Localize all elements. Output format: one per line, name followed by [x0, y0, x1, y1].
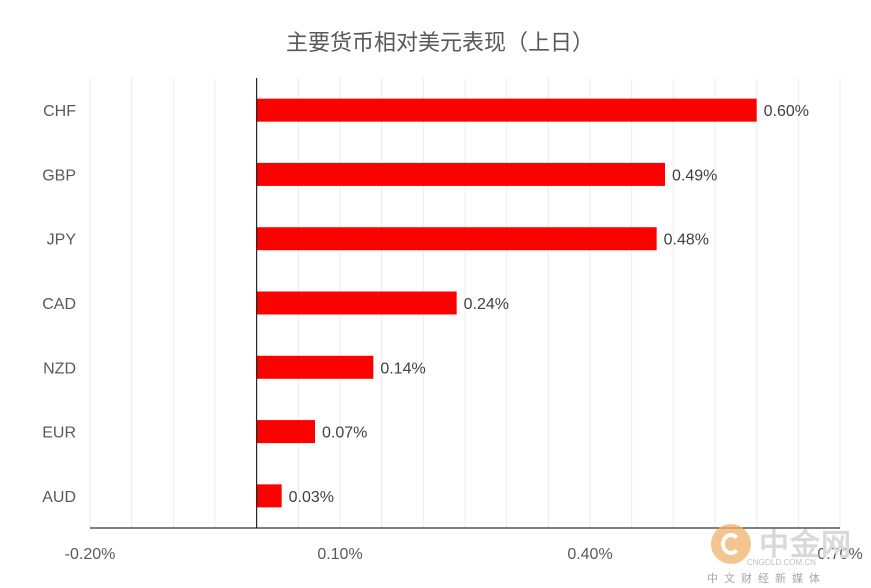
- data-label: 0.48%: [664, 232, 709, 249]
- data-label: 0.60%: [764, 103, 809, 120]
- x-tick-label: 0.70%: [817, 546, 862, 563]
- category-label: NZD: [43, 360, 76, 377]
- labels: CHF GBP JPY CAD NZD EUR AUD 0.60% 0.49% 0.48% 0.24…: [42, 103, 862, 563]
- bars: [256, 98, 757, 508]
- watermark-logo-icon: [711, 524, 751, 564]
- data-label: 0.03%: [289, 489, 334, 506]
- category-label: GBP: [42, 167, 76, 184]
- category-label: CHF: [43, 103, 76, 120]
- axes: [90, 78, 840, 529]
- watermark-slogan: 中文财经新媒体: [707, 572, 826, 585]
- x-tick-label: -0.20%: [65, 546, 116, 563]
- category-label: CAD: [42, 296, 76, 313]
- watermark: 中金网 CNGOLD.COM.CN 中文财经新媒体: [707, 518, 857, 585]
- bar-chf: [256, 98, 757, 122]
- data-label: 0.49%: [672, 167, 717, 184]
- data-label: 0.14%: [380, 360, 425, 377]
- bar-nzd: [256, 355, 374, 379]
- category-label: JPY: [47, 232, 77, 249]
- chart-title: 主要货币相对美元表现（上日）: [286, 31, 594, 56]
- data-label: 0.24%: [464, 296, 509, 313]
- bar-cad: [256, 291, 457, 315]
- data-label: 0.07%: [322, 425, 367, 442]
- watermark-domain: CNGOLD.COM.CN: [747, 558, 816, 567]
- category-label: AUD: [42, 489, 76, 506]
- bar-jpy: [256, 227, 657, 251]
- bar-aud: [256, 484, 282, 508]
- x-tick-label: 0.40%: [567, 546, 612, 563]
- watermark-name: 中金网: [759, 528, 852, 563]
- bar-gbp: [256, 162, 665, 186]
- gridlines: [89, 78, 841, 528]
- category-label: EUR: [42, 425, 76, 442]
- bar-eur: [256, 420, 315, 444]
- x-tick-label: 0.10%: [317, 546, 362, 563]
